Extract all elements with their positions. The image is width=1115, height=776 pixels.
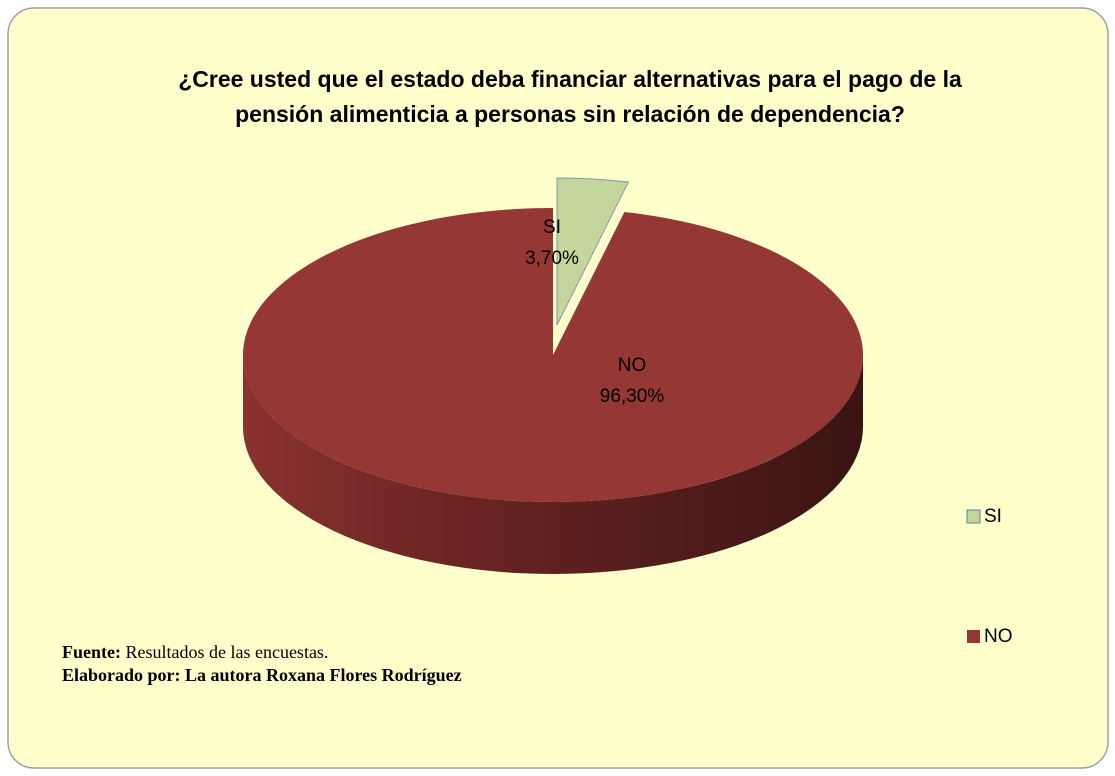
source-label: Fuente:	[62, 642, 121, 662]
credit: Elaborado por: La autora Roxana Flores R…	[62, 665, 462, 685]
footnote: Fuente: Resultados de las encuestas. Ela…	[62, 641, 462, 687]
pie-side	[243, 355, 863, 574]
source-text: Resultados de las encuestas.	[125, 642, 329, 662]
legend-label: SI	[984, 506, 1002, 527]
legend-swatch	[966, 509, 981, 524]
legend-swatch	[967, 630, 980, 643]
pie-slice	[556, 177, 630, 326]
slice-category-label: SI	[543, 217, 561, 238]
slice-value-label: 96,30%	[600, 386, 665, 407]
slice-value-label: 3,70%	[525, 248, 579, 269]
slice-category-label: NO	[618, 355, 647, 376]
pie-slice	[243, 208, 864, 502]
source-line: Fuente: Resultados de las encuestas.	[62, 641, 462, 664]
chart-title: ¿Cree usted que el estado deba financiar…	[178, 66, 962, 127]
legend-label: NO	[984, 626, 1013, 647]
